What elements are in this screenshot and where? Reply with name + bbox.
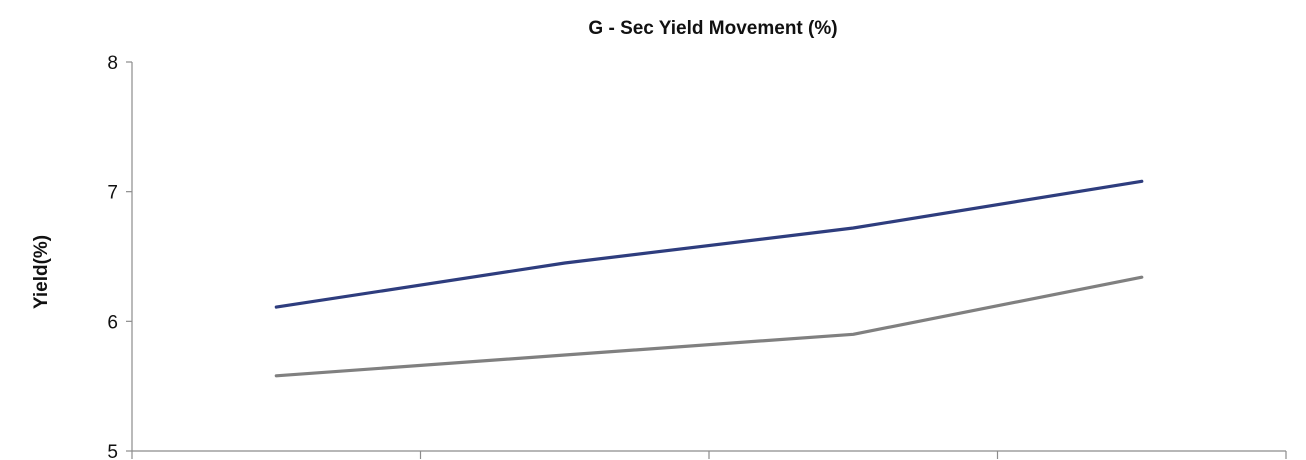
y-tick-label: 6 <box>107 312 118 333</box>
y-tick-label: 8 <box>107 53 118 74</box>
y-tick-label: 7 <box>107 183 118 204</box>
y-tick-label: 5 <box>107 442 118 460</box>
series-line-2 <box>274 275 1144 378</box>
series-line-1 <box>274 179 1144 309</box>
chart-title: G - Sec Yield Movement (%) <box>588 18 838 39</box>
